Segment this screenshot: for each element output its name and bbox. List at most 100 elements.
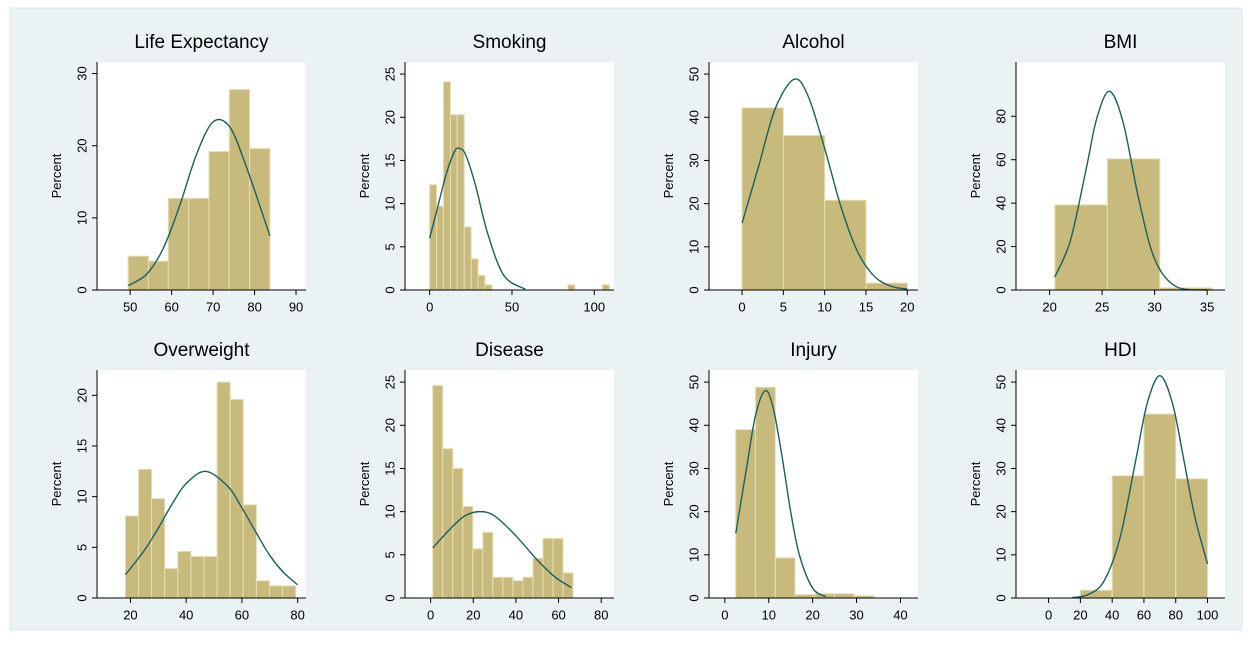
x-tick-label: 20	[123, 607, 137, 622]
y-tick-label: 30	[686, 153, 701, 167]
chart-title: BMI	[1104, 32, 1138, 53]
x-tick-label: 20	[466, 607, 480, 622]
x-tick-label: 80	[290, 607, 304, 622]
y-tick-label: 40	[686, 418, 701, 432]
x-tick-label: 20	[805, 607, 819, 622]
y-tick-label: 20	[74, 388, 89, 402]
bar	[177, 550, 192, 599]
bar	[282, 585, 297, 599]
y-tick-label: 20	[382, 418, 397, 432]
bar	[147, 260, 169, 291]
normal-curve	[432, 510, 572, 589]
bar	[1175, 478, 1209, 599]
y-tick-label: 5	[382, 551, 397, 558]
y-tick-label: 15	[382, 153, 397, 167]
x-tick-label: 0	[721, 607, 728, 622]
bar	[124, 515, 140, 599]
x-tick-label: 10	[761, 607, 775, 622]
x-tick-label: 40	[893, 607, 907, 622]
bar	[228, 88, 251, 291]
bar	[484, 284, 493, 291]
bar	[452, 467, 464, 599]
normal-curve	[1054, 90, 1208, 291]
chart-title: Overweight	[153, 340, 250, 361]
bar	[470, 258, 479, 291]
bar	[741, 107, 784, 291]
x-tick-label: 30	[849, 607, 863, 622]
chart-title: HDI	[1104, 340, 1137, 361]
chart-title: Life Expectancy	[134, 32, 269, 53]
bar	[552, 537, 564, 599]
x-tick-label: 70	[206, 299, 220, 314]
bar	[794, 594, 816, 599]
bar	[601, 284, 610, 291]
y-axis-label: Percent	[49, 461, 64, 506]
bar	[463, 226, 472, 291]
y-tick-label: 20	[686, 196, 701, 210]
y-tick-label: 50	[993, 375, 1008, 389]
x-tick-label: 20	[1073, 607, 1087, 622]
y-tick-label: 25	[382, 375, 397, 389]
bar	[774, 557, 796, 599]
bar	[477, 274, 486, 291]
x-tick-label: 15	[859, 299, 873, 314]
y-tick-label: 10	[686, 240, 701, 254]
x-tick-label: 20	[900, 299, 914, 314]
x-tick-label: 20	[1042, 299, 1056, 314]
bar	[456, 114, 465, 291]
y-tick-label: 40	[993, 196, 1008, 210]
x-tick-label: 40	[509, 607, 523, 622]
y-axis-label: Percent	[968, 461, 983, 506]
x-tick-label: 35	[1200, 299, 1214, 314]
bar	[442, 448, 454, 599]
bar	[1111, 475, 1145, 599]
bar	[755, 386, 776, 599]
bar	[429, 184, 438, 291]
bar	[151, 498, 166, 599]
y-tick-label: 10	[686, 548, 701, 562]
chart-title: Injury	[790, 340, 837, 361]
x-tick-label: 40	[179, 607, 193, 622]
bar	[834, 593, 855, 599]
y-tick-label: 40	[686, 110, 701, 124]
bar	[482, 531, 494, 599]
chart-title: Disease	[475, 340, 544, 361]
y-axis-label: Percent	[49, 153, 64, 198]
x-tick-label: 100	[583, 299, 605, 314]
y-tick-label: 10	[382, 196, 397, 210]
y-tick-label: 10	[993, 548, 1008, 562]
bar	[449, 114, 458, 291]
bar	[167, 197, 190, 291]
bar	[216, 381, 231, 599]
x-tick-label: 100	[1197, 607, 1219, 622]
bar	[268, 585, 284, 599]
x-tick-label: 80	[1168, 607, 1182, 622]
y-tick-label: 20	[993, 504, 1008, 518]
bar	[782, 134, 826, 291]
y-tick-label: 30	[993, 461, 1008, 475]
x-tick-label: 5	[780, 299, 787, 314]
y-tick-label: 60	[993, 152, 1008, 166]
bar	[1106, 158, 1161, 291]
y-tick-label: 15	[74, 439, 89, 453]
y-tick-label: 5	[74, 544, 89, 551]
bar	[164, 568, 179, 599]
bar	[472, 548, 484, 599]
bar	[462, 505, 474, 599]
normal-curve	[127, 118, 271, 287]
y-tick-label: 20	[382, 110, 397, 124]
x-tick-label: 60	[551, 607, 565, 622]
bar	[127, 255, 149, 291]
bar	[138, 468, 153, 599]
y-tick-label: 20	[74, 138, 89, 152]
normal-curve	[741, 78, 908, 290]
bar	[512, 580, 524, 599]
y-tick-label: 20	[686, 504, 701, 518]
y-tick-label: 0	[686, 286, 701, 293]
normal-curve	[1072, 374, 1209, 599]
bar	[443, 81, 451, 291]
bar	[1143, 413, 1177, 599]
x-tick-label: 60	[164, 299, 178, 314]
